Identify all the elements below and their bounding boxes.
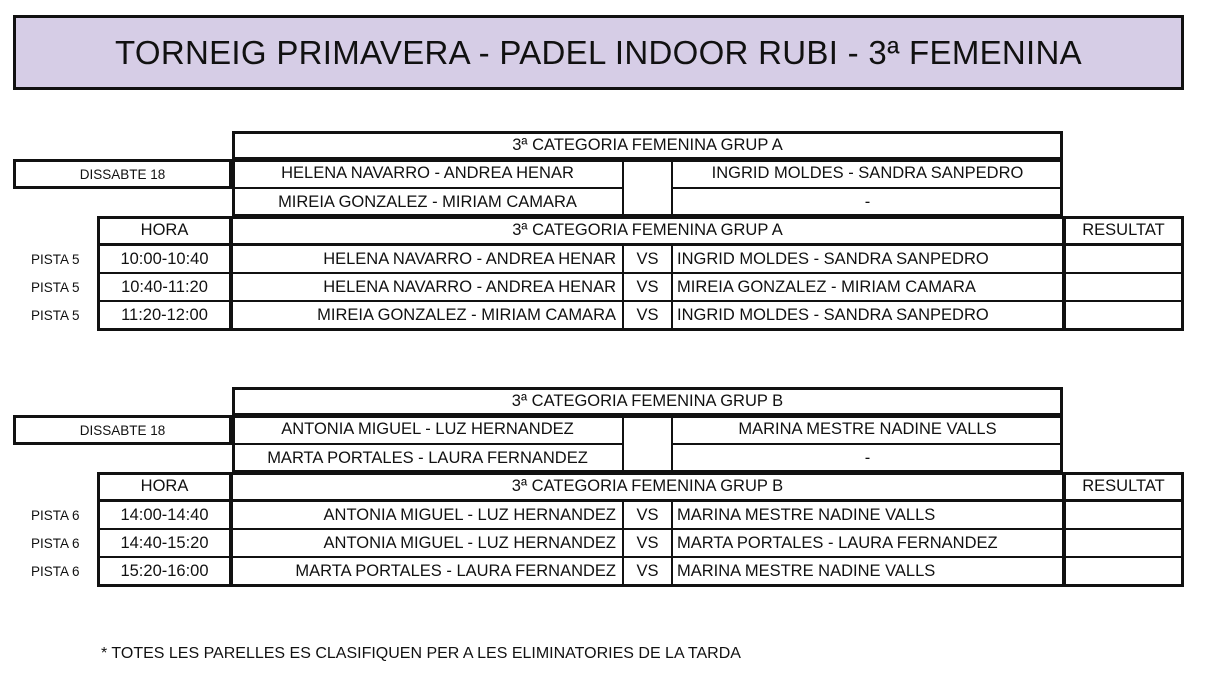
match-vs: VS <box>623 529 672 557</box>
category-header-schedule: 3ª CATEGORIA FEMENINA GRUP B <box>232 472 1063 501</box>
pair-right: - <box>672 188 1063 217</box>
match-time: 10:00-10:40 <box>97 245 232 273</box>
match-team1: HELENA NAVARRO - ANDREA HENAR <box>232 245 623 273</box>
pair-left: MIREIA GONZALEZ - MIRIAM CAMARA <box>232 188 623 217</box>
pair-right: INGRID MOLDES - SANDRA SANPEDRO <box>672 159 1063 188</box>
match-team1: MARTA PORTALES - LAURA FERNANDEZ <box>232 557 623 585</box>
match-time: 14:00-14:40 <box>97 501 232 529</box>
pair-right: - <box>672 444 1063 473</box>
match-result[interactable] <box>1063 529 1184 557</box>
pair-left: ANTONIA MIGUEL - LUZ HERNANDEZ <box>232 415 623 444</box>
day-label: DISSABTE 18 <box>13 415 232 445</box>
match-team2: MARTA PORTALES - LAURA FERNANDEZ <box>672 529 1063 557</box>
page-title: TORNEIG PRIMAVERA - PADEL INDOOR RUBI - … <box>13 15 1184 90</box>
match-time: 10:40-11:20 <box>97 273 232 301</box>
hora-header: HORA <box>97 216 232 245</box>
match-team1: MIREIA GONZALEZ - MIRIAM CAMARA <box>232 301 623 329</box>
day-label: DISSABTE 18 <box>13 159 232 189</box>
pair-left: HELENA NAVARRO - ANDREA HENAR <box>232 159 623 188</box>
match-result[interactable] <box>1063 273 1184 301</box>
footnote: * TOTES LES PARELLES ES CLASIFIQUEN PER … <box>101 645 741 662</box>
court-label: PISTA 6 <box>31 563 80 579</box>
match-result[interactable] <box>1063 557 1184 585</box>
match-team2: INGRID MOLDES - SANDRA SANPEDRO <box>672 301 1063 329</box>
match-result[interactable] <box>1063 245 1184 273</box>
pairs-spacer <box>623 159 672 217</box>
match-time: 14:40-15:20 <box>97 529 232 557</box>
match-team1: ANTONIA MIGUEL - LUZ HERNANDEZ <box>232 501 623 529</box>
match-vs: VS <box>623 301 672 329</box>
court-label: PISTA 5 <box>31 307 80 323</box>
match-vs: VS <box>623 245 672 273</box>
resultat-header: RESULTAT <box>1063 216 1184 245</box>
match-result[interactable] <box>1063 501 1184 529</box>
match-time: 15:20-16:00 <box>97 557 232 585</box>
pair-right: MARINA MESTRE NADINE VALLS <box>672 415 1063 444</box>
pair-left: MARTA PORTALES - LAURA FERNANDEZ <box>232 444 623 473</box>
category-header-schedule: 3ª CATEGORIA FEMENINA GRUP A <box>232 216 1063 245</box>
match-result[interactable] <box>1063 301 1184 329</box>
match-team1: ANTONIA MIGUEL - LUZ HERNANDEZ <box>232 529 623 557</box>
category-header: 3ª CATEGORIA FEMENINA GRUP B <box>232 387 1063 416</box>
resultat-header: RESULTAT <box>1063 472 1184 501</box>
match-team2: MARINA MESTRE NADINE VALLS <box>672 501 1063 529</box>
court-label: PISTA 5 <box>31 251 80 267</box>
pairs-spacer <box>623 415 672 473</box>
court-label: PISTA 6 <box>31 507 80 523</box>
category-header: 3ª CATEGORIA FEMENINA GRUP A <box>232 131 1063 160</box>
match-team2: MARINA MESTRE NADINE VALLS <box>672 557 1063 585</box>
match-vs: VS <box>623 501 672 529</box>
match-team2: INGRID MOLDES - SANDRA SANPEDRO <box>672 245 1063 273</box>
court-label: PISTA 6 <box>31 535 80 551</box>
match-vs: VS <box>623 273 672 301</box>
match-vs: VS <box>623 557 672 585</box>
hora-header: HORA <box>97 472 232 501</box>
match-team2: MIREIA GONZALEZ - MIRIAM CAMARA <box>672 273 1063 301</box>
match-team1: HELENA NAVARRO - ANDREA HENAR <box>232 273 623 301</box>
match-time: 11:20-12:00 <box>97 301 232 329</box>
court-label: PISTA 5 <box>31 279 80 295</box>
